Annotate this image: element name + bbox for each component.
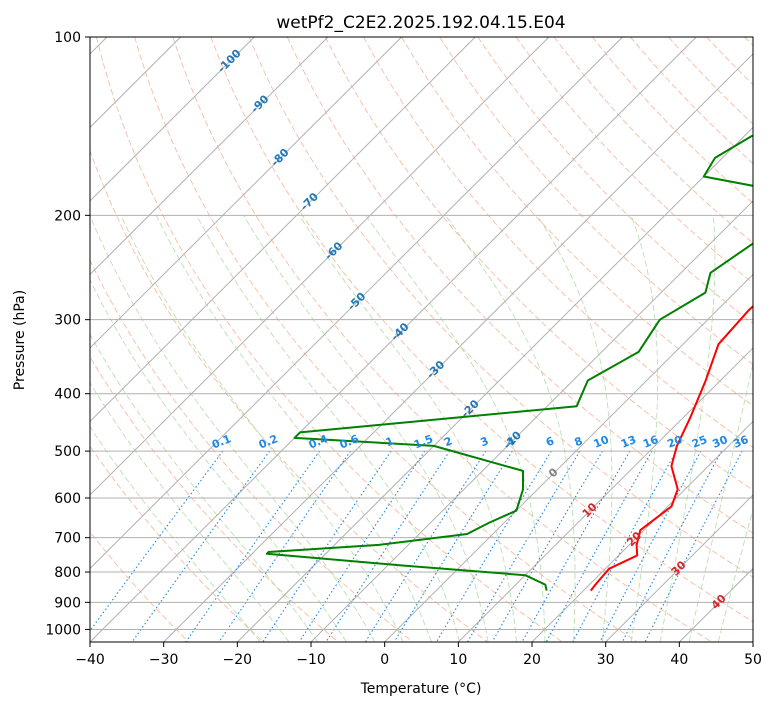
y-tick-label: 200	[54, 208, 81, 224]
x-tick-label: 20	[523, 652, 541, 668]
y-tick-label: 900	[54, 595, 81, 611]
y-tick-label: 700	[54, 531, 81, 547]
y-tick-label: 500	[54, 444, 81, 460]
x-tick-label: 30	[597, 652, 615, 668]
chart-title: wetPf2_C2E2.2025.192.04.15.E04	[276, 13, 565, 33]
x-tick-label: −20	[223, 652, 253, 668]
x-tick-label: −30	[149, 652, 179, 668]
y-tick-label: 300	[54, 313, 81, 329]
y-tick-label: 1000	[45, 622, 81, 638]
y-tick-label: 400	[54, 387, 81, 403]
x-tick-label: 10	[449, 652, 467, 668]
x-tick-label: −40	[75, 652, 105, 668]
x-tick-label: −10	[296, 652, 326, 668]
y-tick-label: 100	[54, 30, 81, 46]
y-tick-label: 800	[54, 565, 81, 581]
y-tick-label: 600	[54, 491, 81, 507]
x-tick-label: 50	[744, 652, 762, 668]
y-axis-label: Pressure (hPa)	[12, 290, 28, 390]
x-tick-label: 40	[670, 652, 688, 668]
x-tick-label: 0	[380, 652, 389, 668]
x-axis-label: Temperature (°C)	[360, 681, 482, 697]
